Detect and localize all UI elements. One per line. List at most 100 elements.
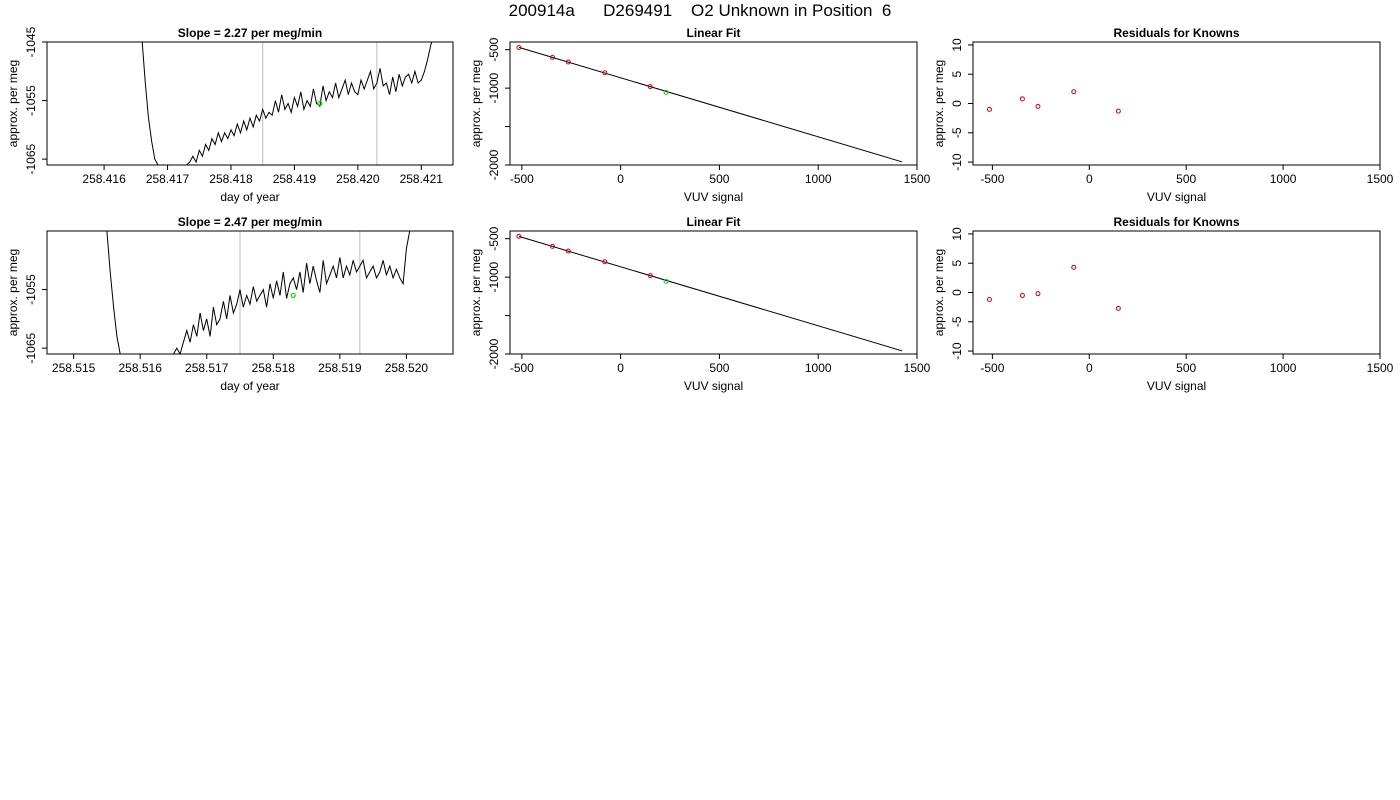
known-standard-point: [602, 70, 608, 76]
residual-point: [1115, 305, 1121, 311]
panel-title: Residuals for Knowns: [1113, 26, 1239, 40]
x-tick-label: -500: [510, 172, 534, 186]
fit-line: [518, 235, 903, 352]
residual-point: [1019, 96, 1025, 102]
y-tick-label: -5: [950, 316, 964, 327]
x-axis-label: day of year: [220, 190, 279, 204]
y-tick-label: -1000: [487, 261, 501, 292]
unknown-point: [663, 278, 669, 284]
x-tick-label: 258.518: [252, 361, 296, 375]
x-tick-label: 0: [617, 172, 624, 186]
known-standard-point: [516, 233, 522, 239]
y-axis-label: approx. per meg: [469, 60, 483, 147]
x-tick-label: 500: [1176, 361, 1196, 375]
x-tick-label: 0: [1086, 361, 1093, 375]
x-tick-label: -500: [980, 172, 1004, 186]
x-axis-label: day of year: [220, 379, 279, 393]
y-axis-label: approx. per meg: [6, 60, 20, 147]
y-tick-label: 10: [950, 227, 964, 241]
x-tick-label: 1000: [805, 361, 832, 375]
plot-area: [516, 45, 903, 163]
residual-point: [1019, 292, 1025, 298]
chart-panel-5: Linear Fit VUV signal approx. per meg -500 0…: [469, 215, 931, 393]
x-axis-label: VUV signal: [684, 379, 743, 393]
x-tick-label: 258.417: [146, 172, 190, 186]
residual-point: [1071, 89, 1077, 95]
x-tick-label: 258.420: [336, 172, 380, 186]
y-tick-label: -2000: [487, 338, 501, 369]
plot-area: [986, 264, 1121, 311]
plot-area: [986, 89, 1121, 114]
signal-trace: [141, 42, 433, 165]
unknown-marker: [290, 292, 296, 299]
panel-title: Residuals for Knowns: [1113, 215, 1239, 229]
chart-panel-4: Slope = 2.47 per meg/min day of year appro…: [6, 215, 454, 393]
y-tick-label: 5: [950, 71, 964, 78]
signal-trace: [106, 231, 411, 354]
x-tick-label: 1500: [904, 361, 931, 375]
y-tick-label: -10: [950, 342, 964, 360]
panel-title: Slope = 2.47 per meg/min: [178, 215, 322, 229]
plot-frame: [972, 230, 1381, 355]
panel-title: Slope = 2.27 per meg/min: [178, 26, 322, 40]
fit-line: [518, 46, 903, 163]
residual-point: [1035, 103, 1041, 109]
x-tick-label: -500: [980, 361, 1004, 375]
y-tick-label: -1000: [487, 72, 501, 103]
x-tick-label: 258.418: [209, 172, 253, 186]
chart-panel-2: Linear Fit VUV signal approx. per meg -500 0…: [469, 26, 931, 204]
y-tick-label: -1055: [24, 274, 38, 305]
y-tick-label: 10: [950, 38, 964, 52]
y-tick-label: -2000: [487, 149, 501, 180]
known-standard-point: [549, 54, 555, 60]
y-axis-label: approx. per meg: [469, 249, 483, 336]
panel-title: Linear Fit: [686, 26, 740, 40]
plot-frame: [509, 230, 918, 355]
y-tick-label: -1055: [24, 85, 38, 116]
x-tick-label: 1500: [904, 172, 931, 186]
x-tick-label: 1500: [1367, 172, 1394, 186]
x-tick-label: 1500: [1367, 361, 1394, 375]
unknown-marker: [317, 100, 323, 107]
x-tick-label: 0: [1086, 172, 1093, 186]
y-tick-label: -1045: [24, 26, 38, 57]
known-standard-point: [516, 45, 522, 51]
plot-area: [141, 42, 433, 165]
residual-point: [1035, 291, 1041, 297]
x-tick-label: 258.421: [400, 172, 444, 186]
x-tick-label: 258.419: [273, 172, 317, 186]
x-tick-label: 1000: [1270, 172, 1297, 186]
x-axis-label: VUV signal: [684, 190, 743, 204]
x-tick-label: 258.416: [82, 172, 126, 186]
x-tick-label: 500: [709, 172, 729, 186]
known-standard-point: [647, 273, 653, 279]
known-standard-point: [647, 84, 653, 90]
plot-area: [516, 233, 903, 352]
plot-frame: [509, 41, 918, 166]
x-tick-label: 500: [709, 361, 729, 375]
y-axis-label: approx. per meg: [932, 60, 946, 147]
plot-area: [106, 231, 411, 354]
panel-title: Linear Fit: [686, 215, 740, 229]
y-tick-label: -500: [487, 226, 501, 250]
known-standard-point: [602, 259, 608, 265]
y-tick-label: 5: [950, 260, 964, 267]
chart-panel-3: Residuals for Knowns VUV signal approx. pe…: [932, 26, 1394, 204]
figure-title: 200914a D269491 O2 Unknown in Position 6: [508, 1, 892, 20]
x-tick-label: 258.520: [385, 361, 429, 375]
x-axis-label: VUV signal: [1147, 190, 1206, 204]
y-tick-label: -500: [487, 37, 501, 61]
chart-panel-6: Residuals for Knowns VUV signal approx. pe…: [932, 215, 1394, 393]
y-tick-label: -10: [950, 153, 964, 171]
chart-panel-1: Slope = 2.27 per meg/min day of year appro…: [6, 26, 454, 204]
x-tick-label: 500: [1176, 172, 1196, 186]
known-standard-point: [565, 248, 571, 254]
x-axis-label: VUV signal: [1147, 379, 1206, 393]
residual-point: [1115, 108, 1121, 114]
y-axis-label: approx. per meg: [932, 249, 946, 336]
x-tick-label: -500: [510, 361, 534, 375]
y-tick-label: 0: [950, 100, 964, 107]
x-tick-label: 0: [617, 361, 624, 375]
x-tick-label: 258.519: [318, 361, 362, 375]
plot-frame: [46, 230, 454, 355]
